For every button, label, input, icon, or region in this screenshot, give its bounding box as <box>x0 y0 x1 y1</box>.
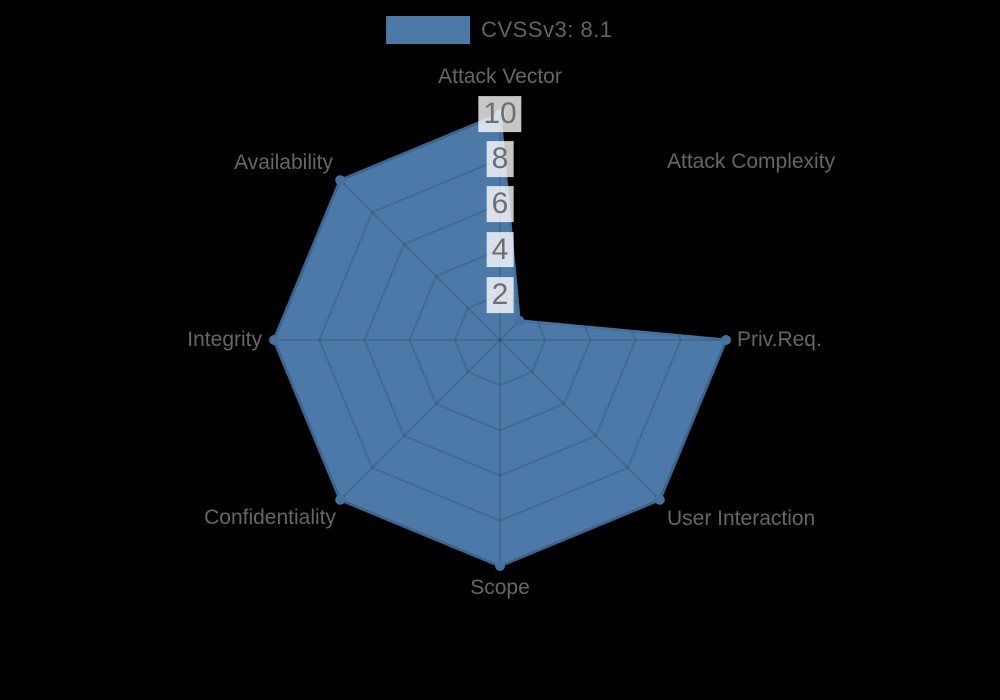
radial-tick-2: 2 <box>486 276 514 313</box>
axis-label-confidentiality: Confidentiality <box>204 506 336 529</box>
axis-label-scope: Scope <box>470 576 530 599</box>
grid-ring-6 <box>363 203 637 477</box>
data-point-6 <box>269 335 279 345</box>
angle-line-7 <box>339 179 501 341</box>
legend-swatch <box>386 16 471 44</box>
data-point-2 <box>721 335 731 345</box>
angle-line-5 <box>339 339 501 501</box>
axis-label-attack-vector: Attack Vector <box>438 65 562 88</box>
angle-line-3 <box>499 339 661 501</box>
chart-legend[interactable]: CVSSv3: 8.1 <box>386 16 612 44</box>
radial-tick-10: 10 <box>478 96 522 132</box>
axis-label-availability: Availability <box>234 151 333 174</box>
data-point-4 <box>495 561 505 571</box>
grid-ring-2 <box>453 293 547 387</box>
legend-label: CVSSv3: 8.1 <box>481 17 613 42</box>
angle-line-1 <box>499 179 661 341</box>
radial-tick-4: 4 <box>486 231 514 268</box>
data-point-1 <box>514 315 525 326</box>
axis-label-user-interaction: User Interaction <box>667 507 816 530</box>
grid-ring-8 <box>318 158 682 522</box>
data-point-3 <box>654 494 665 505</box>
radial-tick-8: 8 <box>486 141 514 178</box>
axis-label-attack-complexity: Attack Complexity <box>667 150 836 173</box>
grid-ring-4 <box>408 248 592 432</box>
data-point-5 <box>335 494 346 505</box>
axis-label-integrity: Integrity <box>187 328 262 351</box>
radial-tick-6: 6 <box>486 186 514 223</box>
data-point-7 <box>335 175 346 186</box>
axis-label-priv-req-: Priv.Req. <box>737 328 822 351</box>
